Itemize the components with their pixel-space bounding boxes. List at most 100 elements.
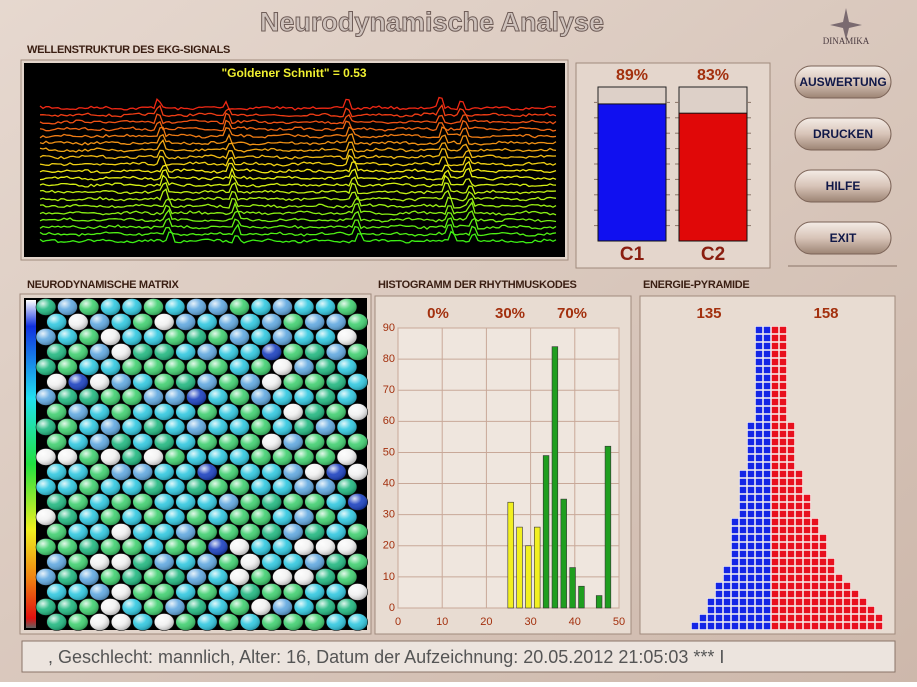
pyramid-cell — [803, 550, 811, 558]
cell-shine — [57, 388, 78, 406]
pyramid-cell — [707, 598, 715, 606]
cell-shine — [294, 358, 314, 376]
pyramid-cell — [779, 510, 787, 518]
button-label[interactable]: HILFE — [826, 179, 861, 193]
cell-shine — [154, 433, 175, 451]
pyramid-cell — [779, 398, 787, 406]
cell-shine — [294, 508, 314, 526]
pyramid-cell — [763, 366, 771, 374]
button-face[interactable] — [794, 117, 892, 151]
button-bar: AUSWERTUNG DRUCKEN HILFE EXIT — [794, 65, 892, 255]
button-label[interactable]: EXIT — [830, 231, 857, 245]
cell-shine — [337, 598, 357, 616]
cell-shine — [100, 328, 121, 346]
cell-shine — [251, 358, 271, 376]
cell-shine — [175, 433, 196, 451]
button-face[interactable] — [794, 65, 892, 99]
cell-shine — [111, 433, 132, 451]
ekg-wave — [39, 230, 557, 244]
pyramid-cell — [811, 598, 819, 606]
cell-shine — [337, 568, 357, 586]
pyramid-row — [771, 366, 787, 374]
pyramid-cell — [795, 478, 803, 486]
pyramid-cell — [795, 622, 803, 630]
cell-shine — [143, 298, 164, 316]
cell-shine — [175, 313, 196, 331]
pyramid-cell — [827, 582, 835, 590]
cell-shine — [79, 478, 99, 496]
cell-shine — [111, 373, 132, 391]
pyramid-row — [739, 486, 771, 494]
pyramid-cell — [699, 614, 707, 622]
pyramid-row — [771, 494, 811, 502]
ekg-wave — [39, 188, 557, 202]
pyramid-cell — [771, 446, 779, 454]
pyramid-row — [739, 494, 771, 502]
cell-shine — [111, 463, 132, 481]
button-face[interactable] — [794, 221, 892, 255]
pyramid-cell — [787, 534, 795, 542]
cell-shine — [347, 343, 368, 361]
pyramid-cell — [803, 606, 811, 614]
pyramid-cell — [763, 414, 771, 422]
cell-shine — [46, 523, 67, 541]
pyramid-cell — [851, 590, 859, 598]
cell-shine — [283, 613, 304, 631]
histogram-bar — [578, 585, 585, 609]
button-face[interactable] — [794, 169, 892, 203]
cell-shine — [337, 478, 357, 496]
cell-shine — [283, 583, 304, 601]
button-label[interactable]: DRUCKEN — [813, 127, 873, 141]
pyramid-cell — [763, 558, 771, 566]
y-tick-label: 70 — [383, 384, 395, 396]
button[interactable]: HILFE — [794, 169, 892, 203]
pyramid-cell — [755, 374, 763, 382]
pyramid-cell — [755, 334, 763, 342]
pyramid-cell — [755, 590, 763, 598]
button[interactable]: AUSWERTUNG — [794, 65, 892, 99]
pyramid-cell — [779, 494, 787, 502]
cell-shine — [132, 583, 153, 601]
pyramid-row — [771, 350, 787, 358]
pyramid-cell — [739, 622, 747, 630]
pyramid-cell — [739, 534, 747, 542]
pyramid-cell — [843, 598, 851, 606]
cell-shine — [315, 418, 336, 436]
pyramid-cell — [779, 622, 787, 630]
pyramid-cell — [771, 510, 779, 518]
cell-shine — [89, 523, 110, 541]
pyramid-cell — [755, 526, 763, 534]
ekg-wave — [39, 166, 557, 181]
button[interactable]: DRUCKEN — [794, 117, 892, 151]
pyramid-cell — [763, 502, 771, 510]
cell-shine — [79, 508, 99, 526]
cell-shine — [294, 448, 314, 466]
pyramid-cell — [747, 526, 755, 534]
cell-shine — [283, 433, 304, 451]
pyramid-cell — [755, 470, 763, 478]
pyramid-row — [755, 390, 771, 398]
button-label[interactable]: AUSWERTUNG — [799, 75, 886, 89]
button[interactable]: EXIT — [794, 221, 892, 255]
pyramid-cell — [787, 606, 795, 614]
cell-shine — [240, 583, 261, 601]
cell-shine — [79, 598, 99, 616]
cell-shine — [100, 568, 121, 586]
cell-shine — [294, 598, 314, 616]
status-bar — [21, 640, 896, 673]
cell-shine — [89, 493, 110, 511]
pyramid-cell — [771, 606, 779, 614]
pyramid-cell — [795, 510, 803, 518]
pyramid-cell — [747, 446, 755, 454]
cell-shine — [132, 553, 153, 571]
pyramid-cell — [787, 438, 795, 446]
pyramid-cell — [723, 582, 731, 590]
pyramid-cell — [779, 422, 787, 430]
cell-shine — [36, 298, 56, 316]
cell-shine — [79, 568, 99, 586]
pyramid-cell — [763, 454, 771, 462]
pyramid-cell — [875, 622, 883, 630]
pyramid-cell — [731, 574, 739, 582]
cell-shine — [261, 403, 282, 421]
cell-shine — [175, 373, 196, 391]
